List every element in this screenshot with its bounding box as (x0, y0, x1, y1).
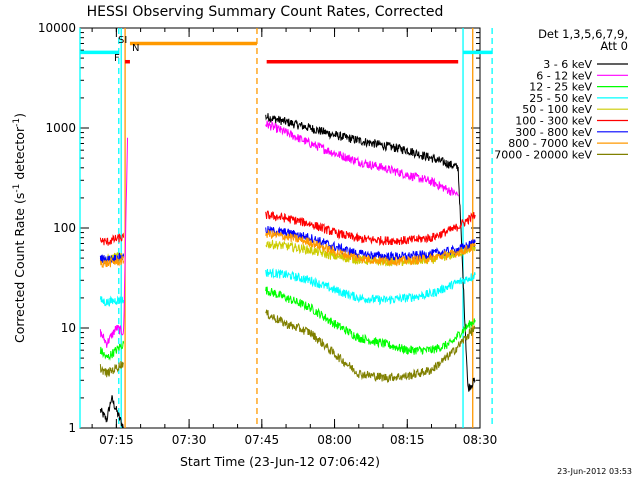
y-axis-label: Corrected Count Rate (s-1 detector-1) (12, 113, 27, 343)
legend-entry-label: 6 - 12 keV (536, 69, 592, 82)
y-axis-label-sup2: -1 (12, 118, 22, 127)
timestamp: 23-Jun-2012 03:53 (557, 467, 632, 476)
plot-area: SI N F (79, 27, 493, 429)
series-line (99, 295, 125, 307)
series-line (99, 137, 128, 348)
series-line (99, 340, 125, 361)
legend-entry-label: 7000 - 20000 keV (494, 148, 592, 161)
x-axis-label: Start Time (23-Jun-12 07:06:42) (180, 454, 380, 469)
legend-entry-label: 3 - 6 keV (543, 58, 592, 71)
legend-entry-label: 50 - 100 keV (522, 103, 592, 116)
series-line (265, 120, 459, 197)
y-tick-label: 10 (61, 321, 76, 335)
series-line (99, 395, 124, 429)
series-line (99, 255, 125, 268)
y-tick-label: 10000 (38, 21, 76, 35)
series-line (265, 286, 476, 355)
series-line (99, 360, 125, 378)
series-line (265, 229, 476, 267)
y-axis-label-sup1: -1 (12, 184, 22, 193)
series-line (265, 113, 476, 392)
legend-entry-label: 25 - 50 keV (529, 92, 592, 105)
chart-title: HESSI Observing Summary Count Rates, Cor… (87, 4, 444, 20)
y-axis-label-main: Corrected Count Rate (s (12, 193, 27, 343)
series-line (265, 210, 476, 247)
x-tick-label: 07:15 (99, 433, 134, 447)
plot-frame (79, 27, 481, 429)
legend-entry-label: 800 - 7000 keV (508, 137, 592, 150)
x-tick-label: 08:30 (463, 433, 498, 447)
x-tick-label: 07:30 (172, 433, 207, 447)
x-tick-label: 07:45 (245, 433, 280, 447)
flag-label: F (114, 53, 120, 64)
x-tick-label: 08:15 (390, 433, 425, 447)
legend-entry-label: 300 - 800 keV (515, 126, 592, 139)
y-axis-label-end: ) (12, 113, 27, 118)
y-tick-label: 1000 (45, 121, 76, 135)
y-tick-label: 100 (53, 221, 76, 235)
legend-entry-label: 100 - 300 keV (515, 115, 592, 128)
series-line (265, 267, 476, 306)
legend-entry-label: 12 - 25 keV (529, 81, 592, 94)
legend-header-detectors: Det 1,3,5,6,7,9, (538, 27, 628, 41)
y-tick-label: 1 (68, 421, 76, 435)
legend-header-attenuator: Att 0 (600, 39, 628, 53)
flag-label: SI (118, 35, 127, 46)
series-line (99, 232, 125, 246)
flag-label: N (132, 43, 139, 54)
series-line (265, 309, 476, 384)
y-axis-label-mid: detector (12, 126, 27, 184)
x-tick-label: 08:00 (317, 433, 352, 447)
